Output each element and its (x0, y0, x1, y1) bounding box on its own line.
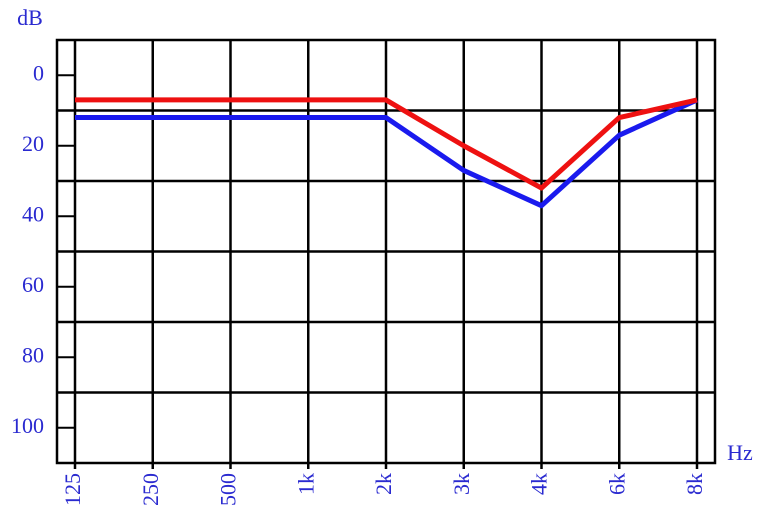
x-tick-label: 500 (216, 473, 241, 506)
y-axis-label: dB (17, 5, 43, 30)
x-tick-label: 1k (293, 473, 318, 495)
y-tick-label: 60 (22, 272, 44, 297)
x-tick-label: 8k (682, 473, 707, 495)
y-tick-label: 0 (33, 60, 44, 85)
x-tick-label: 2k (371, 473, 396, 495)
y-tick-label: 40 (22, 201, 44, 226)
x-tick-label: 4k (527, 473, 552, 495)
x-tick-label: 125 (60, 473, 85, 506)
x-tick-label: 6k (604, 473, 629, 495)
y-tick-label: 20 (22, 131, 44, 156)
series-line (75, 97, 698, 191)
x-axis-label: Hz (727, 440, 753, 465)
y-tick-label: 100 (11, 413, 44, 438)
series-line (75, 97, 699, 209)
x-tick-label: 3k (449, 473, 474, 495)
x-tick-label: 250 (138, 473, 163, 506)
y-tick-label: 80 (22, 342, 44, 367)
